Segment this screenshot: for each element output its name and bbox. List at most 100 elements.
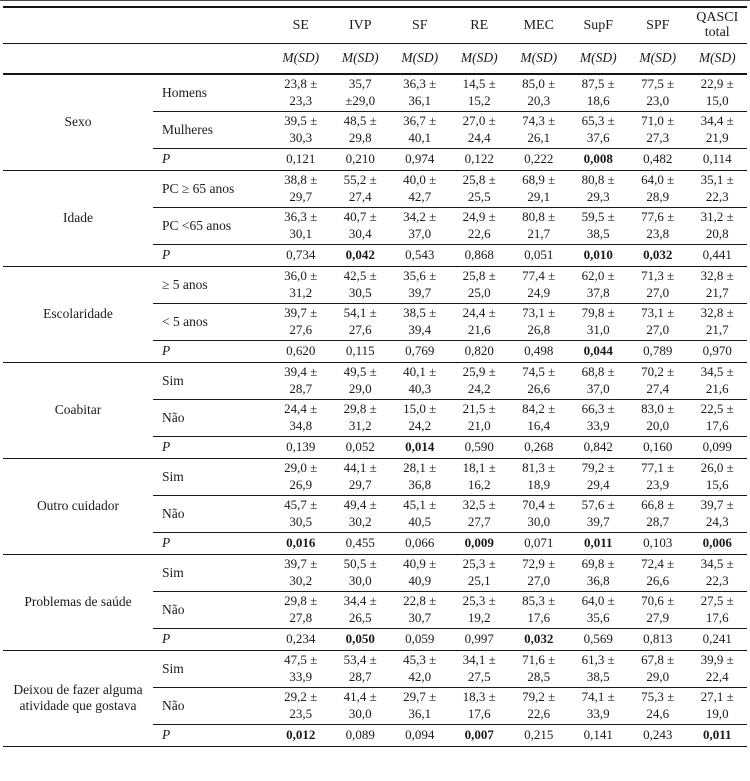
value-mean: 49,4 ±: [343, 497, 377, 512]
value-mean: 85,3 ±: [522, 593, 556, 608]
value-cell: 36,7 ±40,1: [390, 111, 450, 149]
value-cell: 21,5 ±21,0: [449, 399, 509, 437]
row-label: Não: [153, 591, 271, 629]
value-mean: 64,0 ±: [581, 593, 615, 608]
value-sd: 37,0: [586, 380, 610, 396]
value-cell: 35,1 ±22,3: [687, 170, 747, 208]
value-cell: 49,5 ±29,0: [330, 362, 390, 400]
value-sd: 30,7: [408, 609, 432, 625]
value-sd: 21,6: [705, 380, 729, 396]
value-cell: 71,6 ±28,5: [509, 650, 569, 688]
value-mean: 24,9 ±: [462, 209, 496, 224]
value-cell: 50,5 ±30,0: [330, 554, 390, 592]
value-sd: 17,6: [467, 705, 491, 721]
p-value-cell: 0,997: [449, 628, 509, 651]
value-sd: 29,7: [348, 476, 372, 492]
value-sd: 17,6: [705, 417, 729, 433]
p-row-label: P: [153, 628, 271, 651]
value-cell: 77,5 ±23,0: [628, 74, 688, 112]
row-label: Homens: [153, 74, 271, 112]
value-cell: 34,1 ±27,5: [449, 650, 509, 688]
column-header-6: SupF: [568, 7, 628, 44]
value-cell: 39,7 ±30,2: [271, 554, 331, 592]
p-value-cell: 0,222: [509, 148, 569, 171]
table-row: Não 29,2 ±23,5 41,4 ±30,0 29,7 ±36,1 18,3 ±1…: [3, 687, 747, 725]
value-sd: ±29,0: [345, 92, 376, 108]
value-sd: 30,5: [289, 513, 313, 529]
value-mean: 85,0 ±: [522, 76, 556, 92]
value-cell: 68,9 ±29,1: [509, 170, 569, 208]
value-cell: 22,5 ±17,6: [687, 399, 747, 437]
p-row-label: P: [153, 724, 271, 747]
value-sd: 24,3: [705, 513, 729, 529]
value-cell: 22,9 ±15,0: [687, 74, 747, 112]
value-mean: 68,8 ±: [581, 364, 615, 379]
value-sd: 27,7: [467, 513, 491, 529]
value-mean: 36,3 ±: [403, 76, 437, 92]
p-value-row: P 0,139 0,052 0,014 0,590 0,268 0,842 0,160 0,09…: [3, 436, 747, 459]
value-mean: 22,9 ±: [700, 76, 734, 92]
value-sd: 26,6: [527, 380, 551, 396]
table-row: Deixou de fazer alguma atividade que gos…: [3, 650, 747, 747]
value-cell: 39,5 ±30,3: [271, 111, 331, 149]
value-cell: 85,3 ±17,6: [509, 591, 569, 629]
p-value-cell: 0,820: [449, 340, 509, 363]
value-cell: 79,2 ±29,4: [568, 458, 628, 496]
value-sd: 26,6: [646, 572, 670, 588]
column-header-5: MEC: [509, 7, 569, 44]
p-value-cell: 0,141: [568, 724, 628, 747]
value-cell: 49,4 ±30,2: [330, 495, 390, 533]
value-mean: 79,2 ±: [581, 460, 615, 475]
value-sd: 37,6: [586, 129, 610, 145]
value-cell: 31,2 ±20,8: [687, 207, 747, 245]
value-mean: 35,1 ±: [700, 172, 734, 187]
p-row-label: P: [153, 436, 271, 459]
p-value-cell: 0,044: [568, 340, 628, 363]
value-mean: 34,5 ±: [700, 556, 734, 571]
value-mean: 32,5 ±: [462, 497, 496, 512]
p-value-cell: 0,590: [449, 436, 509, 459]
value-sd: 28,7: [646, 513, 670, 529]
table-row: Mulheres 39,5 ±30,3 48,5 ±29,8 36,7 ±40,1 27…: [3, 111, 747, 149]
row-label: Não: [153, 399, 271, 437]
value-cell: 74,1 ±33,9: [568, 687, 628, 725]
p-value-cell: 0,789: [628, 340, 688, 363]
value-sd: 30,1: [289, 225, 313, 241]
value-sd: 25,1: [467, 572, 491, 588]
value-cell: 87,5 ±18,6: [568, 74, 628, 112]
value-sd: 28,5: [527, 668, 551, 684]
p-value-cell: 0,012: [271, 724, 331, 747]
value-cell: 24,4 ±21,6: [449, 303, 509, 341]
p-value-cell: 0,842: [568, 436, 628, 459]
value-sd: 25,5: [467, 188, 491, 204]
value-sd: 42,7: [408, 188, 432, 204]
value-sd: 40,9: [408, 572, 432, 588]
group-label: Outro cuidador: [3, 458, 153, 555]
table-row: < 5 anos 39,7 ±27,6 54,1 ±27,6 38,5 ±39,4 24…: [3, 303, 747, 341]
value-mean: 32,8 ±: [700, 268, 734, 283]
value-sd: 39,7: [408, 284, 432, 300]
stat-header-4: M(SD): [449, 43, 509, 75]
column-header-8: QASCI total: [687, 7, 747, 44]
value-cell: 47,5 ±33,9: [271, 650, 331, 688]
value-mean: 68,9 ±: [522, 172, 556, 187]
value-mean: 35,6 ±: [403, 268, 437, 283]
value-mean: 45,3 ±: [403, 652, 437, 667]
value-mean: 41,4 ±: [343, 689, 377, 704]
value-mean: 57,6 ±: [581, 497, 615, 512]
value-sd: 37,8: [586, 284, 610, 300]
table-row: Idade PC ≥ 65 anos 38,8 ±29,7 55,2 ±27,4 40,…: [3, 170, 747, 267]
value-cell: 34,4 ±21,9: [687, 111, 747, 149]
value-mean: 31,2 ±: [700, 209, 734, 224]
p-value-cell: 0,089: [330, 724, 390, 747]
value-mean: 24,4 ±: [462, 305, 496, 320]
group-label: Escolaridade: [3, 266, 153, 363]
value-cell: 25,8 ±25,5: [449, 170, 509, 208]
value-sd: 27,4: [348, 188, 372, 204]
p-value-cell: 0,122: [449, 148, 509, 171]
value-sd: 22,3: [705, 188, 729, 204]
p-value-cell: 0,121: [271, 148, 331, 171]
value-sd: 26,1: [527, 129, 551, 145]
value-sd: 17,6: [527, 609, 551, 625]
value-sd: 19,2: [467, 609, 491, 625]
